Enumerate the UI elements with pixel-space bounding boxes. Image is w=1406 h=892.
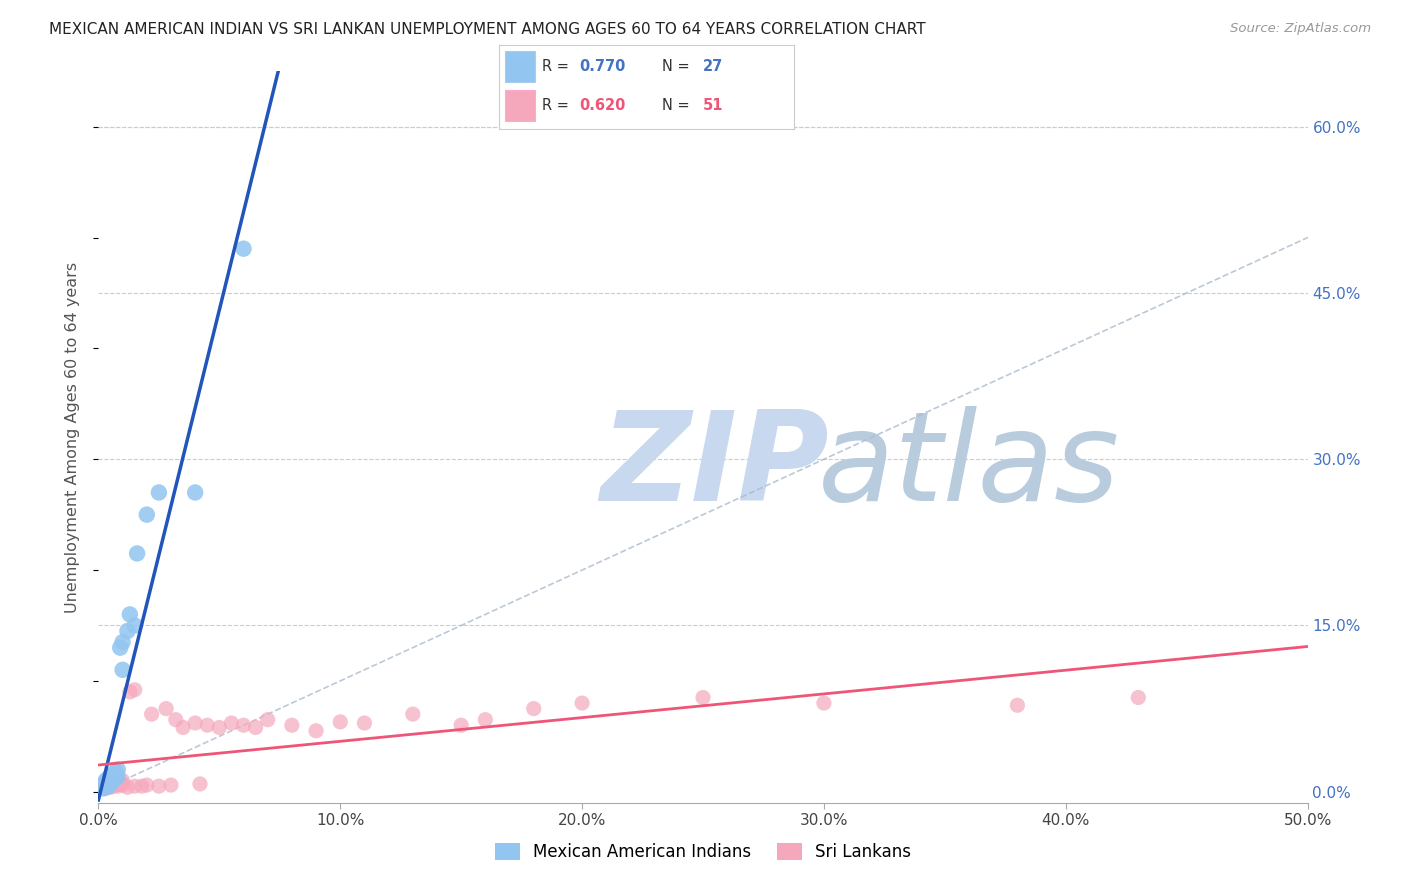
Point [104, 776, 127, 790]
Point [107, 779, 129, 793]
Point [1007, 698, 1029, 713]
Text: N =: N = [661, 98, 693, 113]
Point [523, 701, 546, 715]
Point [135, 508, 157, 522]
Text: R =: R = [541, 59, 574, 74]
Text: N =: N = [661, 59, 693, 74]
Point [101, 774, 124, 789]
Point [1128, 690, 1150, 705]
Point [172, 721, 194, 735]
Point [124, 682, 146, 697]
Point [692, 690, 714, 705]
Point [97, 779, 120, 793]
Text: 51: 51 [703, 98, 723, 113]
Point [160, 778, 183, 792]
Point [97, 779, 120, 793]
Point [111, 663, 134, 677]
Point [90, 779, 112, 793]
Legend: Mexican American Indians, Sri Lankans: Mexican American Indians, Sri Lankans [488, 836, 918, 868]
Point [108, 777, 131, 791]
Point [155, 701, 177, 715]
Point [124, 618, 146, 632]
Point [100, 770, 122, 784]
Point [91, 778, 114, 792]
Point [402, 707, 425, 722]
FancyBboxPatch shape [505, 90, 534, 120]
Point [184, 716, 207, 731]
Point [91, 778, 114, 792]
Point [127, 546, 149, 560]
Point [571, 696, 593, 710]
Point [329, 714, 352, 729]
Point [111, 778, 134, 792]
Point [221, 716, 243, 731]
Point [141, 707, 163, 722]
Text: ZIP: ZIP [600, 406, 830, 527]
Point [101, 768, 124, 782]
Point [100, 780, 122, 795]
Text: 0.770: 0.770 [579, 59, 626, 74]
Point [195, 718, 218, 732]
Point [353, 716, 375, 731]
Point [281, 718, 304, 732]
Point [232, 242, 254, 256]
Point [94, 777, 117, 791]
Point [94, 781, 117, 796]
Point [208, 721, 231, 735]
Point [100, 777, 122, 791]
Point [118, 607, 141, 622]
Point [111, 773, 134, 788]
Point [94, 773, 117, 788]
Point [97, 772, 120, 786]
Point [94, 776, 117, 790]
Point [104, 764, 127, 779]
Text: atlas: atlas [818, 406, 1121, 527]
Point [117, 624, 139, 638]
Point [232, 718, 254, 732]
Point [97, 776, 120, 790]
Point [474, 713, 496, 727]
Point [100, 777, 122, 791]
Text: 27: 27 [703, 59, 723, 74]
Point [108, 640, 131, 655]
Point [256, 713, 278, 727]
Point [104, 772, 127, 786]
Point [135, 778, 157, 792]
Point [101, 779, 124, 793]
Point [118, 685, 141, 699]
Point [94, 780, 117, 795]
Point [111, 635, 134, 649]
Point [117, 780, 139, 795]
Point [184, 485, 207, 500]
Point [91, 781, 114, 796]
Point [107, 769, 129, 783]
Point [148, 485, 170, 500]
Point [188, 777, 211, 791]
Point [148, 779, 170, 793]
Point [104, 778, 127, 792]
Text: Source: ZipAtlas.com: Source: ZipAtlas.com [1230, 22, 1371, 36]
Point [450, 718, 472, 732]
FancyBboxPatch shape [505, 52, 534, 82]
Point [305, 723, 328, 738]
Point [107, 763, 129, 777]
Point [90, 779, 112, 793]
Point [107, 773, 129, 788]
Point [813, 696, 835, 710]
Point [101, 773, 124, 788]
Text: R =: R = [541, 98, 574, 113]
Text: MEXICAN AMERICAN INDIAN VS SRI LANKAN UNEMPLOYMENT AMONG AGES 60 TO 64 YEARS COR: MEXICAN AMERICAN INDIAN VS SRI LANKAN UN… [49, 22, 925, 37]
Point [91, 780, 114, 795]
Point [131, 779, 153, 793]
Point [245, 721, 267, 735]
Y-axis label: Unemployment Among Ages 60 to 64 years: Unemployment Among Ages 60 to 64 years [65, 261, 80, 613]
Point [165, 713, 187, 727]
Point [124, 779, 146, 793]
Text: 0.620: 0.620 [579, 98, 626, 113]
